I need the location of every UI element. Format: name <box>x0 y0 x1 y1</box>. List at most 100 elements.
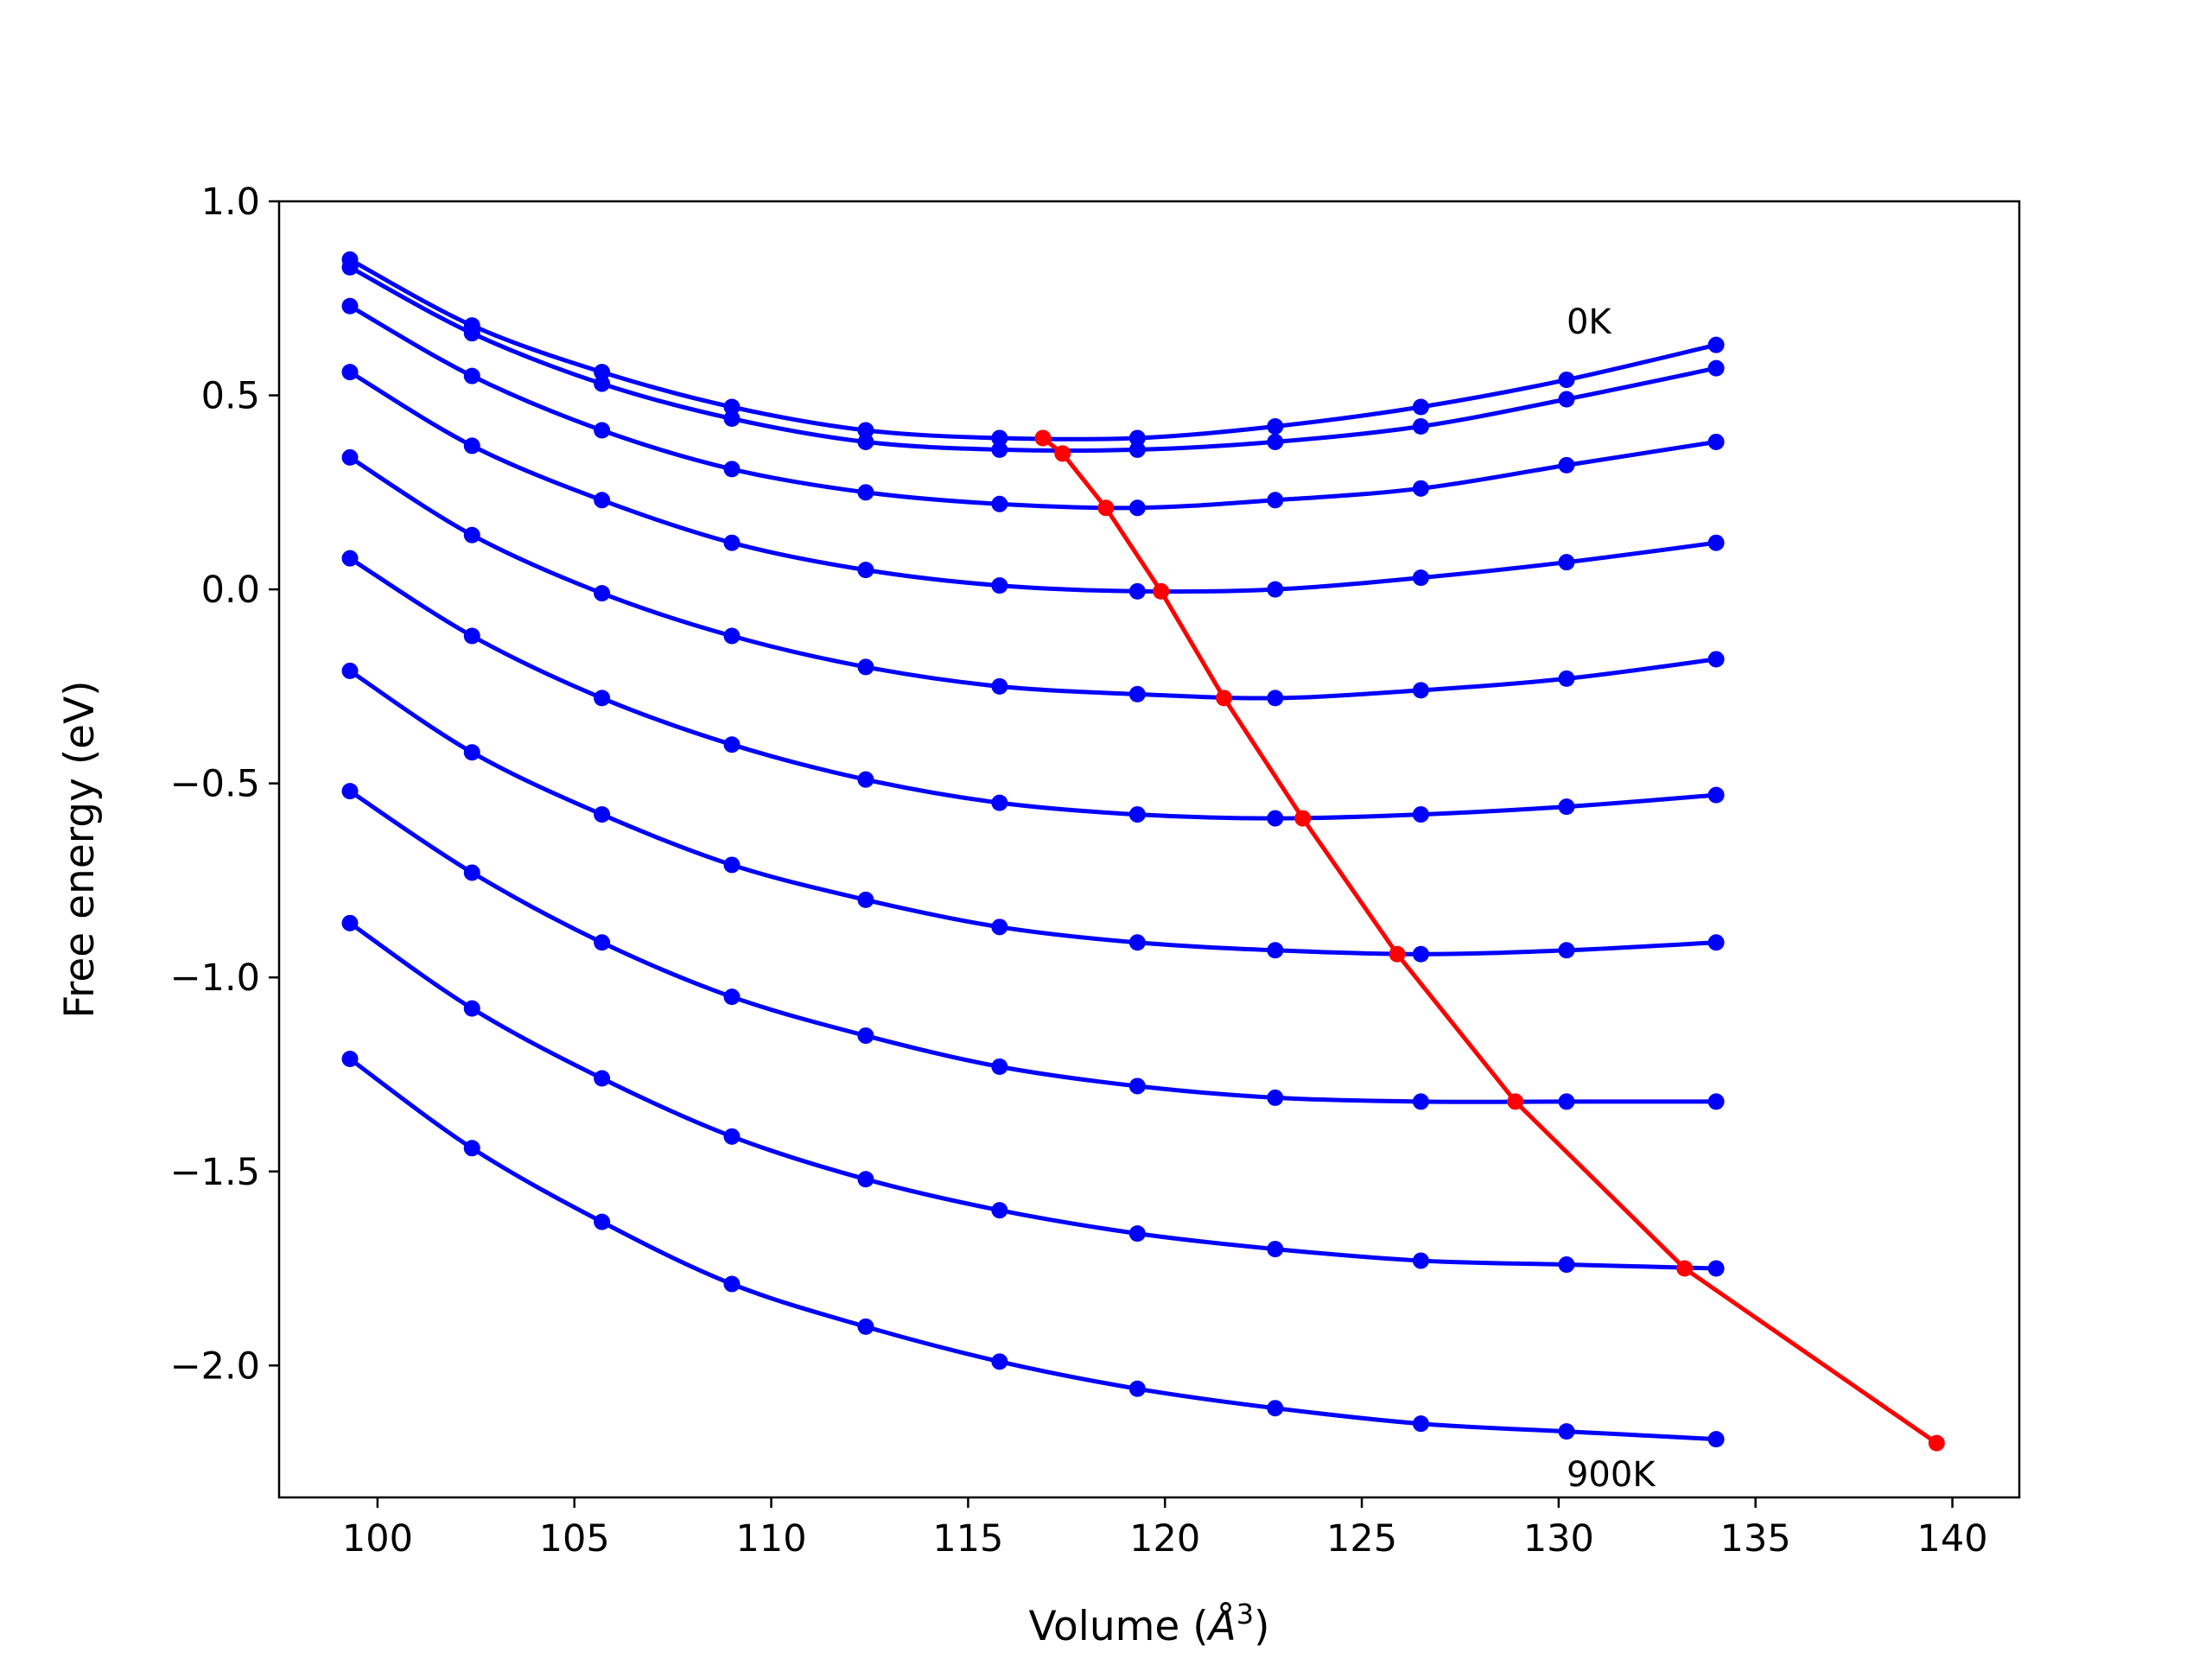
data-point <box>594 585 611 602</box>
data-point <box>1558 554 1575 571</box>
x-tick-label: 105 <box>539 1517 610 1560</box>
data-point <box>594 375 611 392</box>
data-point <box>991 1058 1008 1075</box>
x-axis-label-prefix: Volume ( <box>1029 1603 1209 1650</box>
data-point <box>1707 786 1725 804</box>
data-point <box>1412 945 1429 963</box>
data-point <box>857 422 874 439</box>
data-point <box>1707 359 1725 377</box>
data-point <box>1267 417 1284 435</box>
series-3 <box>341 364 1725 600</box>
equilibrium-line <box>1041 436 1938 1446</box>
x-axis-label-suffix: ) <box>1254 1603 1269 1650</box>
data-point <box>341 783 359 800</box>
data-point <box>1128 499 1146 517</box>
data-point <box>1412 1093 1429 1110</box>
x-axis-label: Volume (Å3) <box>1029 1598 1270 1650</box>
data-point <box>594 422 611 439</box>
data-point <box>723 461 741 478</box>
data-point <box>723 1128 741 1145</box>
series-9 <box>341 1051 1725 1448</box>
data-point <box>723 398 741 416</box>
data-point <box>1558 1423 1575 1440</box>
x-tick-label: 130 <box>1523 1517 1594 1560</box>
data-point <box>1128 1225 1146 1243</box>
data-point <box>1558 1093 1575 1110</box>
x-axis-label-exponent: 3 <box>1236 1598 1254 1630</box>
series-6 <box>341 662 1725 963</box>
data-point <box>341 1051 359 1068</box>
data-point <box>1707 1260 1725 1277</box>
data-point <box>991 918 1008 936</box>
data-point <box>857 771 874 788</box>
data-point <box>594 690 611 707</box>
x-tick-label: 100 <box>342 1517 413 1560</box>
y-axis-label: Free energy (eV) <box>56 680 104 1018</box>
data-point <box>1412 1252 1429 1269</box>
data-point <box>463 437 480 454</box>
data-point <box>1267 433 1284 450</box>
data-point <box>463 325 480 342</box>
data-point <box>1558 372 1575 389</box>
equilibrium-point <box>1294 810 1312 827</box>
data-point <box>594 1213 611 1230</box>
data-point <box>857 658 874 676</box>
series-2 <box>341 297 1725 517</box>
x-tick-label: 115 <box>932 1517 1003 1560</box>
data-point <box>1707 336 1725 353</box>
x-axis: 100 105 110 115 120 125 130 135 140 <box>342 1497 1988 1560</box>
data-point <box>723 736 741 753</box>
data-point <box>1412 398 1429 416</box>
data-point <box>463 367 480 385</box>
data-point <box>1558 670 1575 687</box>
data-point <box>1558 456 1575 474</box>
equilibrium-point <box>1054 445 1071 462</box>
data-point <box>1128 934 1146 951</box>
equilibrium-point <box>1928 1434 1945 1452</box>
data-point <box>594 364 611 381</box>
data-point <box>1558 1256 1575 1274</box>
data-point <box>1128 806 1146 823</box>
data-point <box>594 1070 611 1087</box>
y-tick-label: 0.5 <box>201 375 260 418</box>
y-tick-label: −1.0 <box>170 957 260 1000</box>
data-point <box>1707 1431 1725 1448</box>
x-axis-label-unit: Å <box>1206 1603 1236 1650</box>
data-point <box>1128 1077 1146 1095</box>
equilibrium-point <box>1153 582 1170 600</box>
data-point <box>857 562 874 579</box>
data-point <box>857 891 874 908</box>
equilibrium-point <box>1097 499 1115 517</box>
annotation-900k: 900K <box>1567 1455 1656 1495</box>
y-tick-label: −0.5 <box>170 763 260 806</box>
data-point <box>463 1140 480 1157</box>
data-point <box>594 492 611 509</box>
data-point <box>1707 651 1725 668</box>
data-point <box>1707 534 1725 551</box>
y-axis: 1.0 0.5 0.0 −0.5 −1.0 −1.5 −2.0 <box>170 181 279 1388</box>
data-point <box>857 1027 874 1045</box>
data-point <box>1558 798 1575 816</box>
equilibrium-point <box>1216 690 1233 707</box>
data-point <box>991 794 1008 811</box>
data-point <box>857 484 874 501</box>
data-point <box>341 258 359 276</box>
x-tick-label: 140 <box>1916 1517 1987 1560</box>
data-point <box>1707 934 1725 951</box>
data-point <box>341 297 359 315</box>
data-point <box>463 1000 480 1017</box>
data-point <box>1412 682 1429 699</box>
x-tick-label: 135 <box>1720 1517 1791 1560</box>
y-tick-label: 1.0 <box>201 181 260 224</box>
plot-area <box>341 251 1945 1452</box>
data-point <box>594 806 611 823</box>
series-7 <box>341 783 1725 1110</box>
data-point <box>1267 942 1284 959</box>
data-point <box>1267 1089 1284 1106</box>
series-8 <box>341 914 1725 1277</box>
data-point <box>1412 417 1429 435</box>
data-point <box>1707 1093 1725 1110</box>
data-point <box>463 526 480 543</box>
